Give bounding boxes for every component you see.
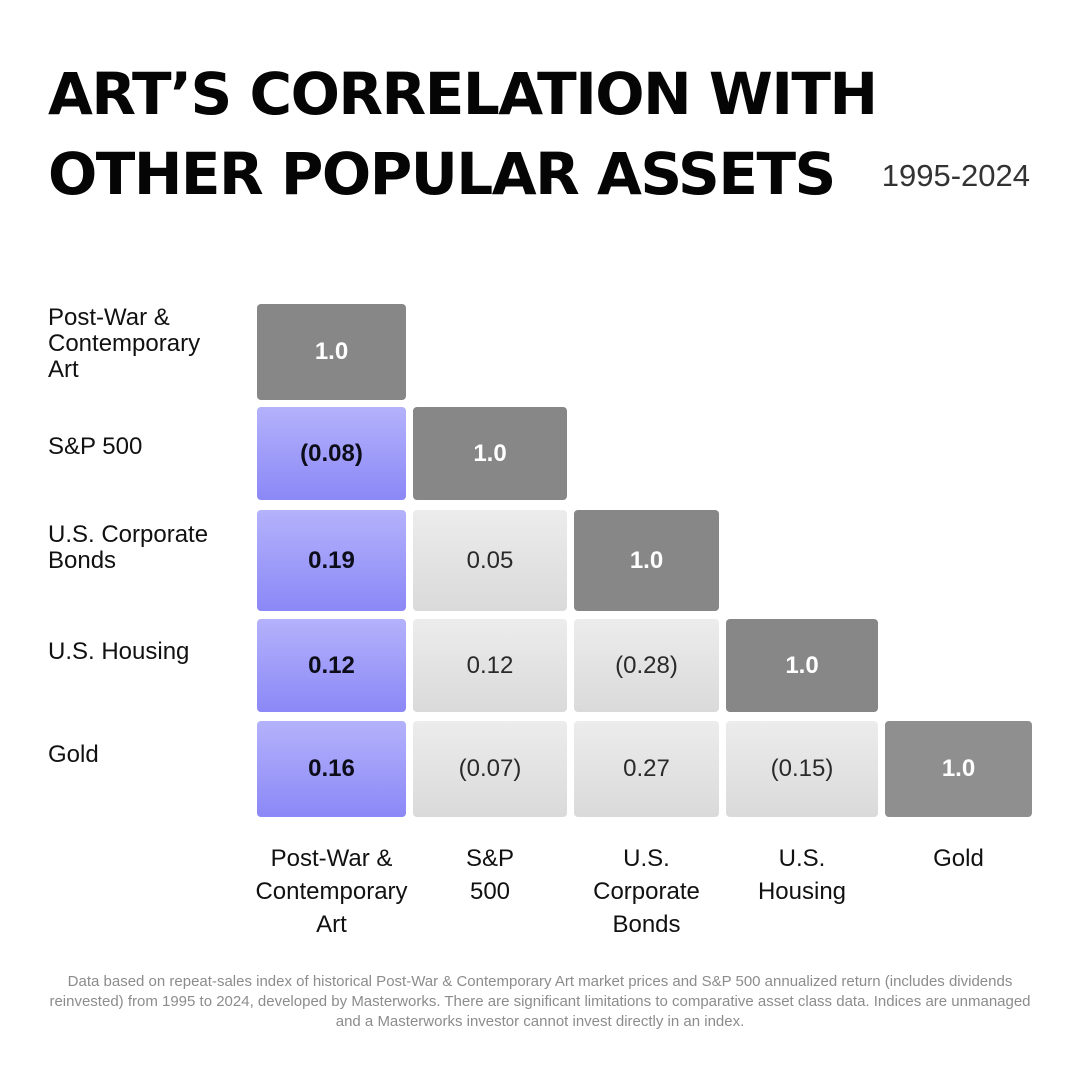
col-label-s-p-500: S&P 500	[465, 845, 515, 905]
matrix-cell-r1-c0: (0.08)	[257, 407, 406, 500]
col-label-post-war-contemporary-art: Post-War & Contemporary Art	[255, 845, 408, 938]
matrix-cell-r4-c1: (0.07)	[413, 721, 567, 817]
row-label-u-s-corporate-bonds: U.S. Corporate Bonds	[48, 521, 209, 574]
matrix-cell-r0-c0: 1.0	[257, 304, 406, 400]
row-label-s-p-500: S&P 500	[48, 433, 143, 460]
title-line-2: OTHER POPULAR ASSETS	[48, 140, 836, 208]
row-label-u-s-housing: U.S. Housing	[48, 638, 190, 665]
matrix-cell-r3-c3: 1.0	[726, 619, 878, 712]
date-range-subtitle: 1995-2024	[881, 158, 1030, 193]
row-label-gold: Gold	[48, 741, 99, 768]
col-label-u-s-housing: U.S. Housing	[757, 845, 847, 905]
matrix-cell-r4-c4: 1.0	[885, 721, 1032, 817]
matrix-cell-r1-c1: 1.0	[413, 407, 567, 500]
matrix-cell-r4-c2: 0.27	[574, 721, 719, 817]
matrix-cell-r4-c3: (0.15)	[726, 721, 878, 817]
matrix-cell-r2-c1: 0.05	[413, 510, 567, 611]
footnote: Data based on repeat-sales index of hist…	[49, 973, 1031, 1030]
matrix-cell-r2-c2: 1.0	[574, 510, 719, 611]
chart-title: ART’S CORRELATION WITH OTHER POPULAR ASS…	[48, 54, 878, 214]
matrix-cell-r3-c1: 0.12	[413, 619, 567, 712]
matrix-cell-r4-c0: 0.16	[257, 721, 406, 817]
matrix-cell-r3-c2: (0.28)	[574, 619, 719, 712]
col-label-gold: Gold	[933, 845, 984, 872]
row-label-post-war-contemporary-art: Post-War & Contemporary Art	[48, 304, 201, 383]
matrix-cell-r2-c0: 0.19	[257, 510, 406, 611]
col-label-u-s-corporate-bonds: U.S. Corporate Bonds	[593, 845, 700, 938]
title-line-1: ART’S CORRELATION WITH	[48, 60, 878, 128]
matrix-cell-r3-c0: 0.12	[257, 619, 406, 712]
